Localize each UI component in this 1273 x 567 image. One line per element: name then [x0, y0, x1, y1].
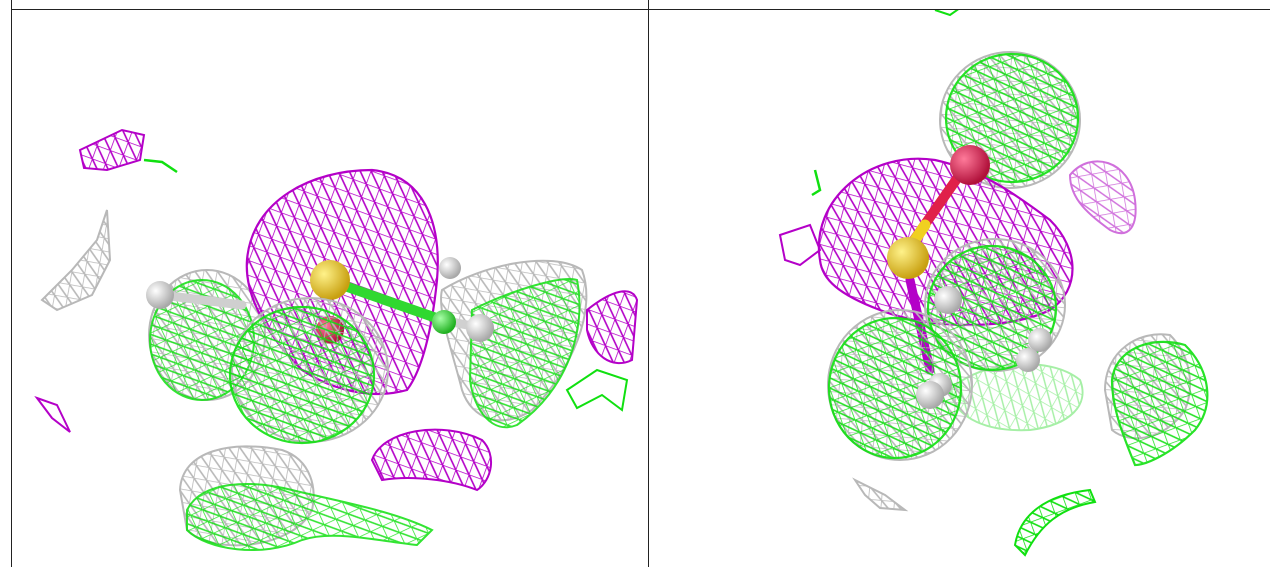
left-border-line [11, 0, 12, 567]
bond [157, 290, 247, 310]
gray-fragment [40, 209, 112, 312]
sulfur-atom [310, 260, 350, 300]
panel-divider-line [648, 0, 649, 567]
hydrogen-atom [1028, 328, 1052, 352]
green-fragment [1013, 488, 1097, 557]
purple-fragment [34, 395, 71, 433]
hydrogen-atom [439, 257, 461, 279]
green-fragment [565, 368, 629, 412]
green-lobe [468, 278, 581, 429]
carbon-atom [432, 310, 456, 334]
top-mid-tick [632, 9, 664, 10]
left-molecule-panel [12, 10, 648, 567]
green-lobe [1110, 340, 1209, 467]
bond [337, 280, 447, 325]
right-molecule-panel [650, 10, 1273, 567]
green-sphere [926, 244, 1058, 372]
hydrogen-atom [146, 281, 174, 309]
purple-lobe [370, 428, 493, 492]
hydrogen-atom [934, 286, 962, 314]
green-lobe [186, 483, 434, 551]
purple-fragment [78, 128, 146, 172]
green-sphere [228, 305, 376, 445]
top-left-tick [11, 9, 23, 10]
purple-fragment [586, 290, 639, 365]
hydrogen-atom [1016, 348, 1040, 372]
purple-fragment [778, 223, 822, 267]
green-sphere [827, 316, 963, 460]
sulfur-atom [887, 237, 929, 279]
green-fragment [811, 169, 822, 197]
purple-lobe [1068, 160, 1137, 235]
green-fragment [143, 158, 178, 174]
oxygen-atom [950, 145, 990, 185]
hydrogen-atom [466, 314, 494, 342]
hydrogen-atom [916, 381, 944, 409]
left-isosurface-render [34, 128, 639, 551]
gray-fragment [852, 477, 909, 512]
right-isosurface-render [778, 10, 1209, 557]
green-fragment [934, 10, 959, 17]
